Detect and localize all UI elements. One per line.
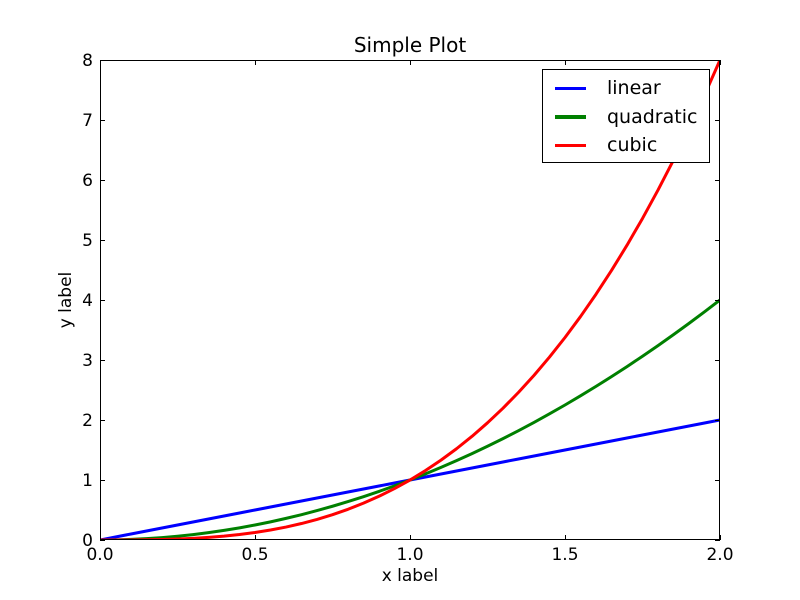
legend-item-cubic: cubic — [543, 131, 709, 160]
y-tick-label: 2 — [82, 411, 93, 431]
legend-label: cubic — [607, 134, 658, 157]
legend-line-sample — [555, 86, 586, 90]
legend-item-quadratic: quadratic — [543, 103, 709, 132]
series-line-cubic — [100, 60, 720, 540]
y-tick-label: 7 — [82, 111, 93, 131]
y-axis-label: y label — [56, 271, 76, 329]
legend-line-sample — [555, 143, 586, 147]
x-tick-label: 1.5 — [551, 545, 578, 565]
y-tick-label: 8 — [82, 51, 93, 71]
x-tick-label: 1.0 — [396, 545, 423, 565]
legend: linear quadratic cubic — [542, 69, 710, 163]
y-tick-label: 6 — [82, 171, 93, 191]
chart-title: Simple Plot — [353, 33, 467, 57]
legend-label: linear — [607, 77, 661, 100]
y-tick-label: 3 — [82, 351, 93, 371]
y-tick-label: 1 — [82, 471, 93, 491]
y-tick-label: 0 — [82, 531, 93, 551]
x-axis-label: x label — [381, 566, 439, 586]
x-tick-label: 0.5 — [241, 545, 268, 565]
legend-item-linear: linear — [543, 74, 709, 103]
x-tick-label: 0.0 — [86, 545, 113, 565]
series-line-quadratic — [100, 298, 720, 540]
y-tick-label: 4 — [82, 291, 93, 311]
legend-line-sample — [555, 115, 586, 119]
y-tick-label: 5 — [82, 231, 93, 251]
legend-label: quadratic — [607, 105, 698, 128]
x-tick-label: 2.0 — [706, 545, 733, 565]
